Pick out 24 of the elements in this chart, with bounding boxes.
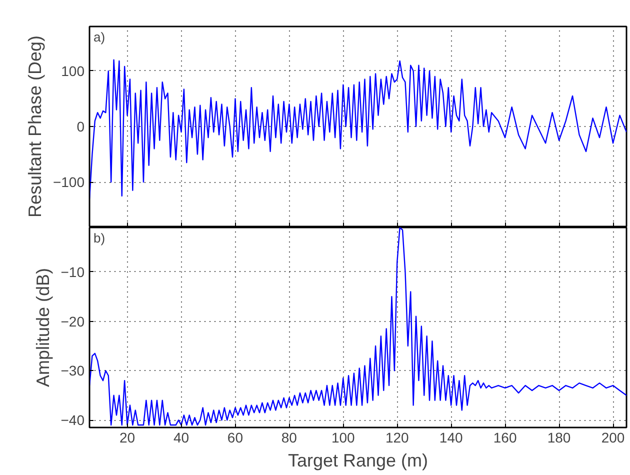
y-axis-title: Resultant Phase (Deg) (24, 35, 45, 218)
x-tick-label: 120 (385, 430, 410, 446)
y-tick-label: −10 (60, 264, 85, 280)
y-tick-label: 0 (76, 118, 85, 134)
x-axis-title: Target Range (m) (288, 450, 428, 470)
line-series (90, 228, 626, 426)
line-series (90, 59, 626, 200)
y-tick-label: −20 (60, 313, 85, 330)
x-tick-label: 80 (281, 430, 298, 446)
annotation: a) (94, 30, 106, 44)
y-tick-label: −30 (60, 362, 85, 379)
annotation: b) (94, 230, 106, 246)
x-tick-label: 40 (173, 430, 190, 446)
x-tick-label: 100 (331, 430, 356, 446)
y-axis-title: Amplitude (dB) (32, 268, 53, 388)
x-tick-label: 160 (493, 430, 517, 446)
y-tick-label: −100 (52, 174, 85, 190)
x-tick-label: 20 (119, 430, 136, 446)
y-tick-label: 100 (61, 62, 85, 79)
x-tick-label: 60 (227, 430, 244, 446)
x-tick-label: 180 (547, 430, 571, 446)
y-tick-label: −40 (60, 412, 85, 428)
x-tick-label: 140 (439, 430, 463, 446)
x-tick-label: 200 (601, 430, 625, 446)
